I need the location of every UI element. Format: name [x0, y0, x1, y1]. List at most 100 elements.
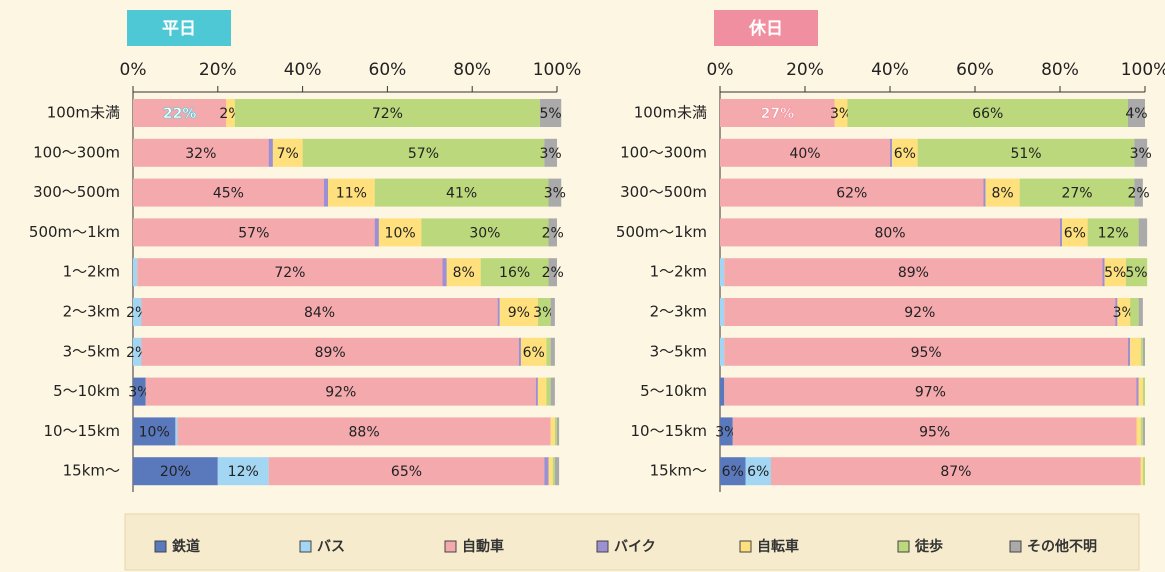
- bar-segment: [546, 378, 550, 406]
- category-label: 300～500m: [33, 183, 120, 201]
- value-label: 66%: [972, 106, 1003, 122]
- x-tick-label: 40%: [871, 60, 909, 80]
- category-label: 300～500m: [620, 183, 707, 201]
- value-label: 45%: [213, 186, 244, 202]
- value-label: 4%: [1125, 106, 1147, 122]
- category-label: 100m未満: [634, 104, 707, 122]
- value-label: 57%: [408, 146, 439, 162]
- value-label: 11%: [336, 186, 367, 202]
- value-label: 10%: [385, 225, 416, 241]
- legend-label: 自転車: [757, 538, 799, 555]
- category-label: 2～3km: [63, 303, 120, 321]
- x-tick-label: 60%: [369, 60, 407, 80]
- value-label: 41%: [446, 186, 477, 202]
- value-label: 57%: [238, 225, 269, 241]
- category-label: 10～15km: [44, 422, 120, 440]
- value-label: 5%: [540, 106, 562, 122]
- category-label: 100～300m: [33, 143, 120, 161]
- category-label: 500m～1km: [616, 223, 707, 241]
- category-label: 15km～: [63, 462, 120, 480]
- value-label: 32%: [185, 146, 216, 162]
- legend-swatch: [597, 541, 608, 552]
- bar-segment: [1139, 218, 1148, 246]
- legend-swatch: [1010, 541, 1021, 552]
- value-label: 16%: [499, 265, 530, 281]
- bar-segment: [1143, 457, 1145, 485]
- value-label: 3%: [1130, 146, 1152, 162]
- bar-segment: [890, 139, 892, 167]
- bar-segment: [1143, 338, 1145, 366]
- value-label: 12%: [228, 464, 259, 480]
- bar-segment: [443, 258, 447, 286]
- value-label: 88%: [349, 424, 380, 440]
- x-tick-label: 60%: [956, 60, 994, 80]
- value-label: 89%: [898, 265, 929, 281]
- value-label: 2%: [542, 225, 564, 241]
- value-label: 65%: [391, 464, 422, 480]
- bar-segment: [720, 258, 724, 286]
- bar-segment: [553, 457, 555, 485]
- x-tick-label: 40%: [284, 60, 322, 80]
- chart: 平日0%20%40%60%80%100%100m未満22%2%72%5%100～…: [0, 0, 1165, 572]
- legend-label: 徒歩: [914, 538, 943, 555]
- bar-segment: [175, 417, 177, 445]
- bar-segment: [1130, 338, 1141, 366]
- category-label: 5～10km: [53, 382, 120, 400]
- category-label: 2～3km: [650, 303, 707, 321]
- category-label: 1～2km: [63, 263, 120, 281]
- value-label: 5%: [1125, 265, 1147, 281]
- value-label: 6%: [722, 464, 744, 480]
- value-label: 8%: [453, 265, 475, 281]
- value-label: 6%: [1064, 225, 1086, 241]
- x-tick-label: 100%: [1121, 60, 1165, 80]
- x-tick-label: 100%: [533, 60, 582, 80]
- category-label: 3～5km: [650, 342, 707, 360]
- legend-swatch: [445, 541, 456, 552]
- legend-label: 自動車: [462, 538, 504, 555]
- value-label: 87%: [940, 464, 971, 480]
- bar-segment: [375, 218, 379, 246]
- category-label: 10～15km: [631, 422, 707, 440]
- value-label: 5%: [1104, 265, 1126, 281]
- bar-segment: [133, 258, 137, 286]
- value-label: 27%: [761, 106, 795, 122]
- value-label: 22%: [163, 106, 197, 122]
- legend-label: バイク: [614, 539, 656, 555]
- bar-segment: [538, 378, 546, 406]
- value-label: 8%: [992, 186, 1014, 202]
- bar-segment: [720, 338, 724, 366]
- bar-segment: [536, 378, 538, 406]
- category-label: 15km～: [650, 462, 707, 480]
- x-tick-label: 80%: [453, 60, 491, 80]
- value-label: 2%: [1128, 186, 1150, 202]
- value-label: 95%: [919, 424, 950, 440]
- legend-label: その他不明: [1027, 538, 1097, 555]
- value-label: 6%: [894, 146, 916, 162]
- value-label: 92%: [325, 385, 356, 401]
- bar-segment: [1137, 378, 1139, 406]
- bar-segment: [1130, 298, 1139, 326]
- category-label: 100m未満: [47, 104, 120, 122]
- bar-segment: [551, 417, 555, 445]
- bar-segment: [1137, 417, 1141, 445]
- legend-swatch: [740, 541, 751, 552]
- x-tick-label: 80%: [1041, 60, 1079, 80]
- value-label: 6%: [523, 345, 545, 361]
- value-label: 97%: [915, 385, 946, 401]
- x-tick-label: 0%: [120, 60, 147, 80]
- value-label: 6%: [747, 464, 769, 480]
- x-tick-label: 0%: [707, 60, 734, 80]
- bar-segment: [1139, 298, 1143, 326]
- value-label: 40%: [789, 146, 820, 162]
- bar-segment: [1143, 378, 1145, 406]
- bar-segment: [720, 378, 724, 406]
- value-label: 10%: [139, 424, 170, 440]
- value-label: 72%: [372, 106, 403, 122]
- legend-swatch: [898, 541, 909, 552]
- category-label: 5～10km: [640, 382, 707, 400]
- legend-swatch: [155, 541, 166, 552]
- x-tick-label: 20%: [199, 60, 237, 80]
- value-label: 84%: [304, 305, 335, 321]
- value-label: 51%: [1010, 146, 1041, 162]
- bar-segment: [551, 338, 555, 366]
